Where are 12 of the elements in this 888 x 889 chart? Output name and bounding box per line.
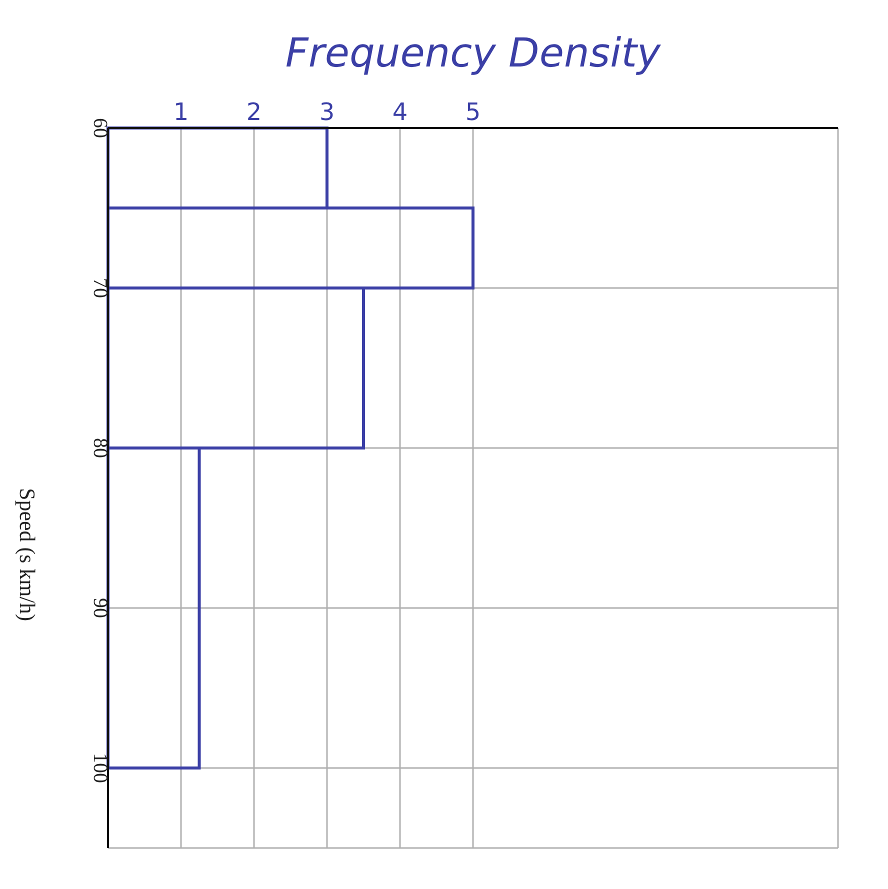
y-tick-label: 60	[89, 118, 111, 138]
y-tick-label: 100	[89, 753, 111, 783]
x-tick-label: 3	[319, 98, 335, 126]
y-tick-label: 80	[89, 438, 111, 458]
y-tick-label: 90	[89, 598, 111, 618]
x-tick-label: 4	[392, 98, 408, 126]
y-tick-label: 70	[89, 278, 111, 298]
x-tick-label: 1	[173, 98, 189, 126]
y-axis-title: Speed (s km/h)	[15, 488, 40, 622]
x-tick-label: 5	[465, 98, 481, 126]
x-tick-label: 2	[246, 98, 262, 126]
x-axis-title: Frequency Density	[285, 30, 662, 76]
